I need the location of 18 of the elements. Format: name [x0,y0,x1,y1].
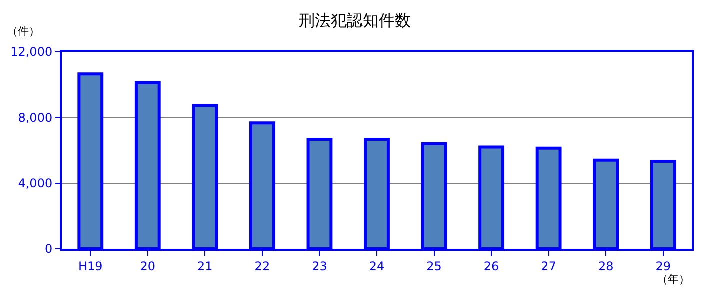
text: （件） [7,25,40,38]
x-tick-label: 25 [426,259,442,274]
y-tick-label: 8,000 [18,110,53,125]
chart-title: 刑法犯認知件数 [299,10,411,30]
x-tick-label: 23 [312,259,328,274]
y-tick-label: 4,000 [18,176,53,191]
x-tick-label: 21 [198,259,213,274]
x-tick-label: 29 [656,259,671,274]
x-tick-label: 22 [254,259,270,274]
x-tick-label: 27 [541,259,556,274]
text: （年） [657,273,690,286]
x-tick-label: H19 [78,259,103,274]
y-tick-label: 12,000 [10,45,53,60]
x-tick-label: 28 [598,259,614,274]
x-tick-label: 26 [484,259,500,274]
y-tick-label: 0 [44,242,53,256]
x-tick-label: 24 [369,259,385,274]
x-tick-label: 20 [140,259,156,274]
